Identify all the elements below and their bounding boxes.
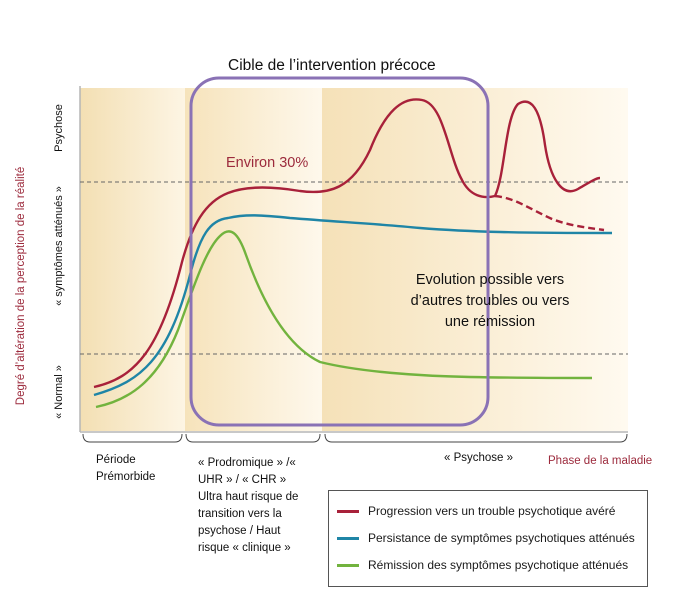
phase-bg-psychosis [322,88,628,431]
legend-item-progression: Progression vers un trouble psychotique … [337,502,615,520]
curve-persistance [93,214,613,397]
y-level-normal: « Normal » [53,365,65,419]
curve-remission [95,230,593,409]
curve-progression [93,98,601,389]
bracket-premorbid [82,433,183,443]
legend-label-progression: Progression vers un trouble psychotique … [368,504,616,518]
legend: Progression vers un trouble psychotique … [328,490,648,587]
curve-progression-dashed [494,194,605,232]
bracket-psychosis [324,433,628,443]
bracket-prodromal [185,433,321,443]
legend-item-remission: Rémission des symptômes psychotique atté… [337,556,628,574]
phase-bg-prodromal [185,88,322,431]
phase-label-premorbid: Période Prémorbide [96,454,156,483]
y-axis-label: Degré d’altération de la perception de l… [15,166,27,406]
phase-bg-premorbid [80,88,185,431]
legend-label-persistance: Persistance de symptômes psychotiques at… [368,531,635,545]
y-level-attenuated: « symptômes atténués » [53,186,65,306]
y-level-psychosis: Psychose [53,104,65,152]
legend-swatch-persistance [337,536,359,540]
legend-item-persistance: Persistance de symptômes psychotiques at… [337,529,635,547]
phase-label-psychosis: « Psychose » [444,452,514,464]
intervention-target-box [189,76,490,427]
x-axis-label: Phase de la maladie [548,455,653,467]
annotation-evolution: Evolution possible vers d’autres trouble… [410,272,570,330]
diagram-title: Cible de l’intervention précoce [228,57,436,74]
legend-swatch-progression [337,509,359,513]
legend-swatch-remission [337,563,359,567]
legend-label-remission: Rémission des symptômes psychotique atté… [368,558,629,572]
phase-label-prodromal: « Prodromique » /« UHR » / « CHR » Ultra… [198,457,299,554]
annotation-percent: Environ 30% [226,155,309,171]
